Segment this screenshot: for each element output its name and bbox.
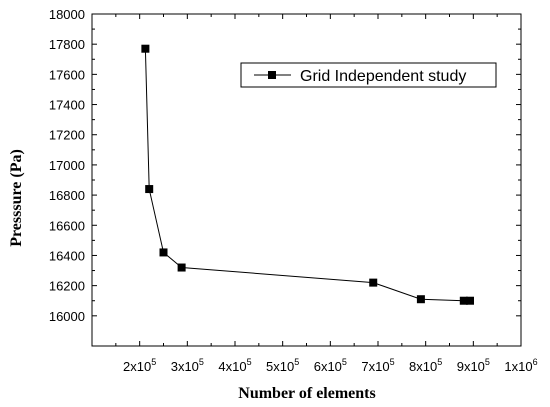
- series-layer: [141, 44, 474, 305]
- y-tick-label: 17000: [49, 158, 85, 173]
- y-tick-label: 17400: [49, 98, 85, 113]
- x-tick-label: 8x105: [409, 357, 442, 374]
- data-point: [141, 44, 150, 53]
- x-tick-label: 2x105: [123, 357, 156, 374]
- x-axis-ticks: 2x105 3x105 4x105 5x105 6x105 7x105 8x105 9x105…: [115, 14, 538, 374]
- data-point: [416, 295, 425, 304]
- x-tick-label: 7x105: [361, 357, 394, 374]
- x-tick-label: 5x105: [266, 357, 299, 374]
- x-tick-label: 1x106: [504, 357, 537, 374]
- x-tick-label: 3x105: [171, 357, 204, 374]
- y-tick-label: 16200: [49, 279, 85, 294]
- x-tick-label: 4x105: [218, 357, 251, 374]
- y-tick-label: 16600: [49, 218, 85, 233]
- y-tick-label: 17800: [49, 37, 85, 52]
- data-point: [159, 248, 168, 257]
- data-point: [177, 263, 186, 272]
- legend: Grid Independent study: [240, 62, 497, 88]
- series-line: [144, 48, 470, 302]
- y-tick-label: 16800: [49, 188, 85, 203]
- y-axis-title: Presssure (Pa): [8, 149, 25, 247]
- y-tick-label: 16000: [49, 309, 85, 324]
- y-axis-ticks: 16000 16200 16400 16600 16800 17000 17200 17400…: [49, 7, 521, 324]
- x-axis-title: Number of elements: [238, 385, 375, 402]
- x-tick-label: 6x105: [314, 357, 347, 374]
- legend-label: Grid Independent study: [300, 68, 466, 85]
- x-tick-label: 9x105: [457, 357, 490, 374]
- y-tick-label: 18000: [49, 7, 85, 22]
- y-tick-label: 17200: [49, 128, 85, 143]
- y-tick-label: 16400: [49, 248, 85, 263]
- legend-marker: [268, 71, 276, 79]
- y-tick-label: 17600: [49, 67, 85, 82]
- data-point: [369, 278, 378, 287]
- data-point: [465, 296, 474, 305]
- data-point: [459, 296, 468, 305]
- data-point: [145, 185, 154, 194]
